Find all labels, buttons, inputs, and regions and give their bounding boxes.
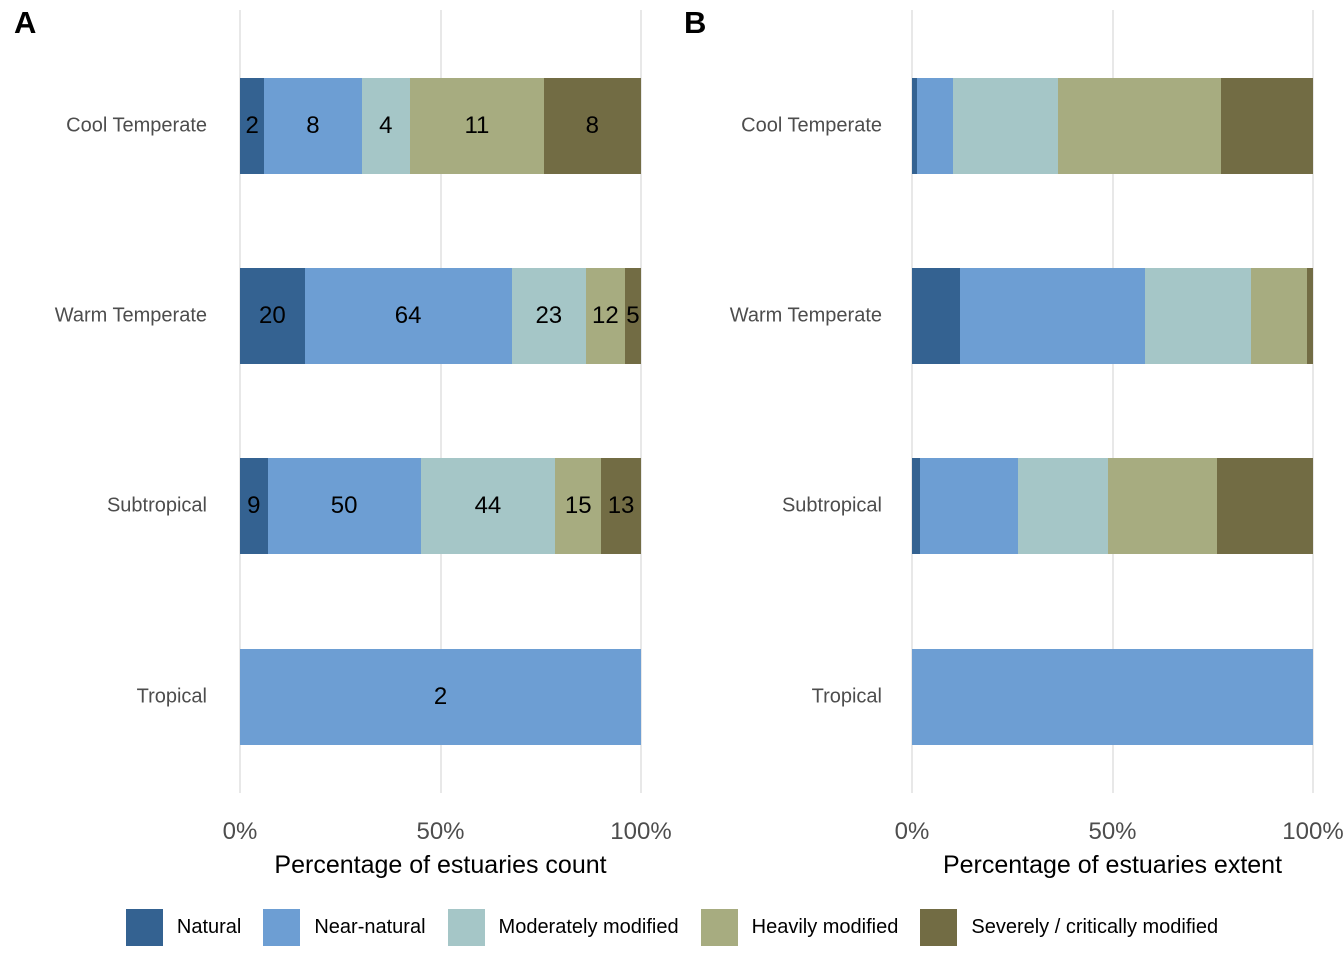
bar-segment-severely-critically-modified [1306, 267, 1313, 364]
bar-cool-temperate [912, 78, 1313, 174]
x-tick-label: 0% [894, 818, 930, 845]
panel-a-tag: A [14, 5, 37, 40]
legend-swatch-heavily-modified [700, 908, 738, 946]
bar-segment-near-natural: 64 [304, 267, 512, 364]
panel-b-category-labels: Cool Temperate Warm Temperate Subtropical T… [672, 0, 882, 803]
x-tick-label: 50% [416, 818, 465, 845]
bar-segment-severely-critically-modified: 8 [543, 78, 641, 174]
bar-segment-severely-critically-modified [1220, 78, 1313, 174]
category-label-warm-temperate: Warm Temperate [54, 304, 207, 326]
bar-segment-natural: 2 [240, 78, 265, 174]
bar-segment-moderately-modified: 4 [361, 78, 411, 174]
legend-swatch-severely-critically-modified [920, 908, 958, 946]
bar-segment-natural: 20 [240, 267, 305, 364]
legend-item-moderately-modified: Moderately modified [447, 908, 679, 946]
legend-label: Heavily modified [751, 915, 899, 938]
legend-swatch-moderately-modified [447, 908, 485, 946]
panel-b-x-axis-title: Percentage of estuaries extent [942, 851, 1283, 879]
x-tick-label: 100% [1282, 818, 1344, 845]
category-label-subtropical: Subtropical [781, 494, 882, 517]
bar-warm-temperate: 20 64 23 12 5 [240, 267, 641, 364]
legend-label: Severely / critically modified [971, 915, 1219, 938]
panel-b-tag: B [684, 5, 707, 40]
bar-cool-temperate: 2 8 4 11 8 [240, 78, 641, 174]
panel-b-plot [911, 10, 1314, 793]
bar-segment-heavily-modified: 12 [586, 267, 625, 364]
x-tick-label: 100% [610, 818, 672, 845]
legend-item-severely-critically-modified: Severely / critically modified [920, 908, 1219, 946]
bar-segment-near-natural: 2 [240, 648, 641, 745]
bar-segment-severely-critically-modified: 13 [601, 458, 641, 554]
bar-segment-natural [912, 78, 917, 174]
panel-a-plot: 2 8 4 11 8 20 64 23 12 5 9 50 44 15 13 2 [239, 10, 642, 793]
bar-warm-temperate [912, 267, 1313, 364]
bar-segment-severely-critically-modified: 5 [624, 267, 641, 364]
legend-label: Natural [176, 915, 242, 938]
bar-segment-severely-critically-modified [1216, 458, 1313, 554]
gridline [911, 10, 913, 793]
bar-segment-near-natural [960, 267, 1145, 364]
bar-segment-moderately-modified: 44 [420, 458, 556, 554]
category-label-subtropical: Subtropical [106, 494, 207, 517]
legend-item-near-natural: Near-natural [263, 908, 426, 946]
category-label-tropical: Tropical [136, 685, 207, 707]
bar-segment-heavily-modified: 15 [555, 458, 602, 554]
bar-tropical [912, 648, 1313, 745]
gridline [640, 10, 642, 793]
legend-swatch-near-natural [263, 908, 301, 946]
category-label-cool-temperate: Cool Temperate [66, 114, 207, 137]
legend-label: Near-natural [314, 915, 426, 938]
bar-segment-moderately-modified [1144, 267, 1251, 364]
bar-segment-moderately-modified: 23 [511, 267, 586, 364]
bar-segment-heavily-modified [1058, 78, 1221, 174]
category-label-warm-temperate: Warm Temperate [729, 304, 882, 326]
bar-segment-moderately-modified [952, 78, 1059, 174]
panel-b-x-axis-ticks: 0% 50% 100% [895, 818, 1344, 848]
bar-subtropical: 9 50 44 15 13 [240, 458, 641, 554]
panel-a-x-axis-title: Percentage of estuaries count [274, 851, 607, 879]
bar-segment-moderately-modified [1018, 458, 1109, 554]
panel-a-x-axis-ticks: 0% 50% 100% [223, 818, 672, 848]
bar-segment-near-natural: 8 [264, 78, 362, 174]
x-tick-label: 50% [1088, 818, 1137, 845]
bar-segment-natural [912, 458, 921, 554]
bar-tropical: 2 [240, 648, 641, 745]
bar-segment-natural [912, 267, 961, 364]
bar-segment-near-natural [912, 648, 1313, 745]
legend: Natural Near-natural Moderately modified He… [0, 906, 1344, 948]
panel-a-category-labels: Cool Temperate Warm Temperate Subtropical T… [0, 0, 207, 803]
bar-segment-natural: 9 [240, 458, 268, 554]
gridline [439, 10, 442, 793]
bar-segment-heavily-modified: 11 [410, 78, 544, 174]
legend-item-natural: Natural [125, 908, 242, 946]
gridline [239, 10, 241, 793]
legend-item-heavily-modified: Heavily modified [700, 908, 899, 946]
legend-swatch-natural [125, 908, 163, 946]
category-label-cool-temperate: Cool Temperate [741, 114, 882, 137]
bar-segment-near-natural [916, 78, 953, 174]
bar-segment-heavily-modified [1250, 267, 1307, 364]
legend-label: Moderately modified [498, 915, 679, 938]
bar-segment-near-natural [920, 458, 1019, 554]
bar-segment-near-natural: 50 [267, 458, 421, 554]
bar-subtropical [912, 458, 1313, 554]
bar-segment-heavily-modified [1108, 458, 1217, 554]
gridline [1111, 10, 1114, 793]
category-label-tropical: Tropical [811, 685, 882, 707]
gridline [1312, 10, 1314, 793]
x-tick-label: 0% [222, 818, 258, 845]
